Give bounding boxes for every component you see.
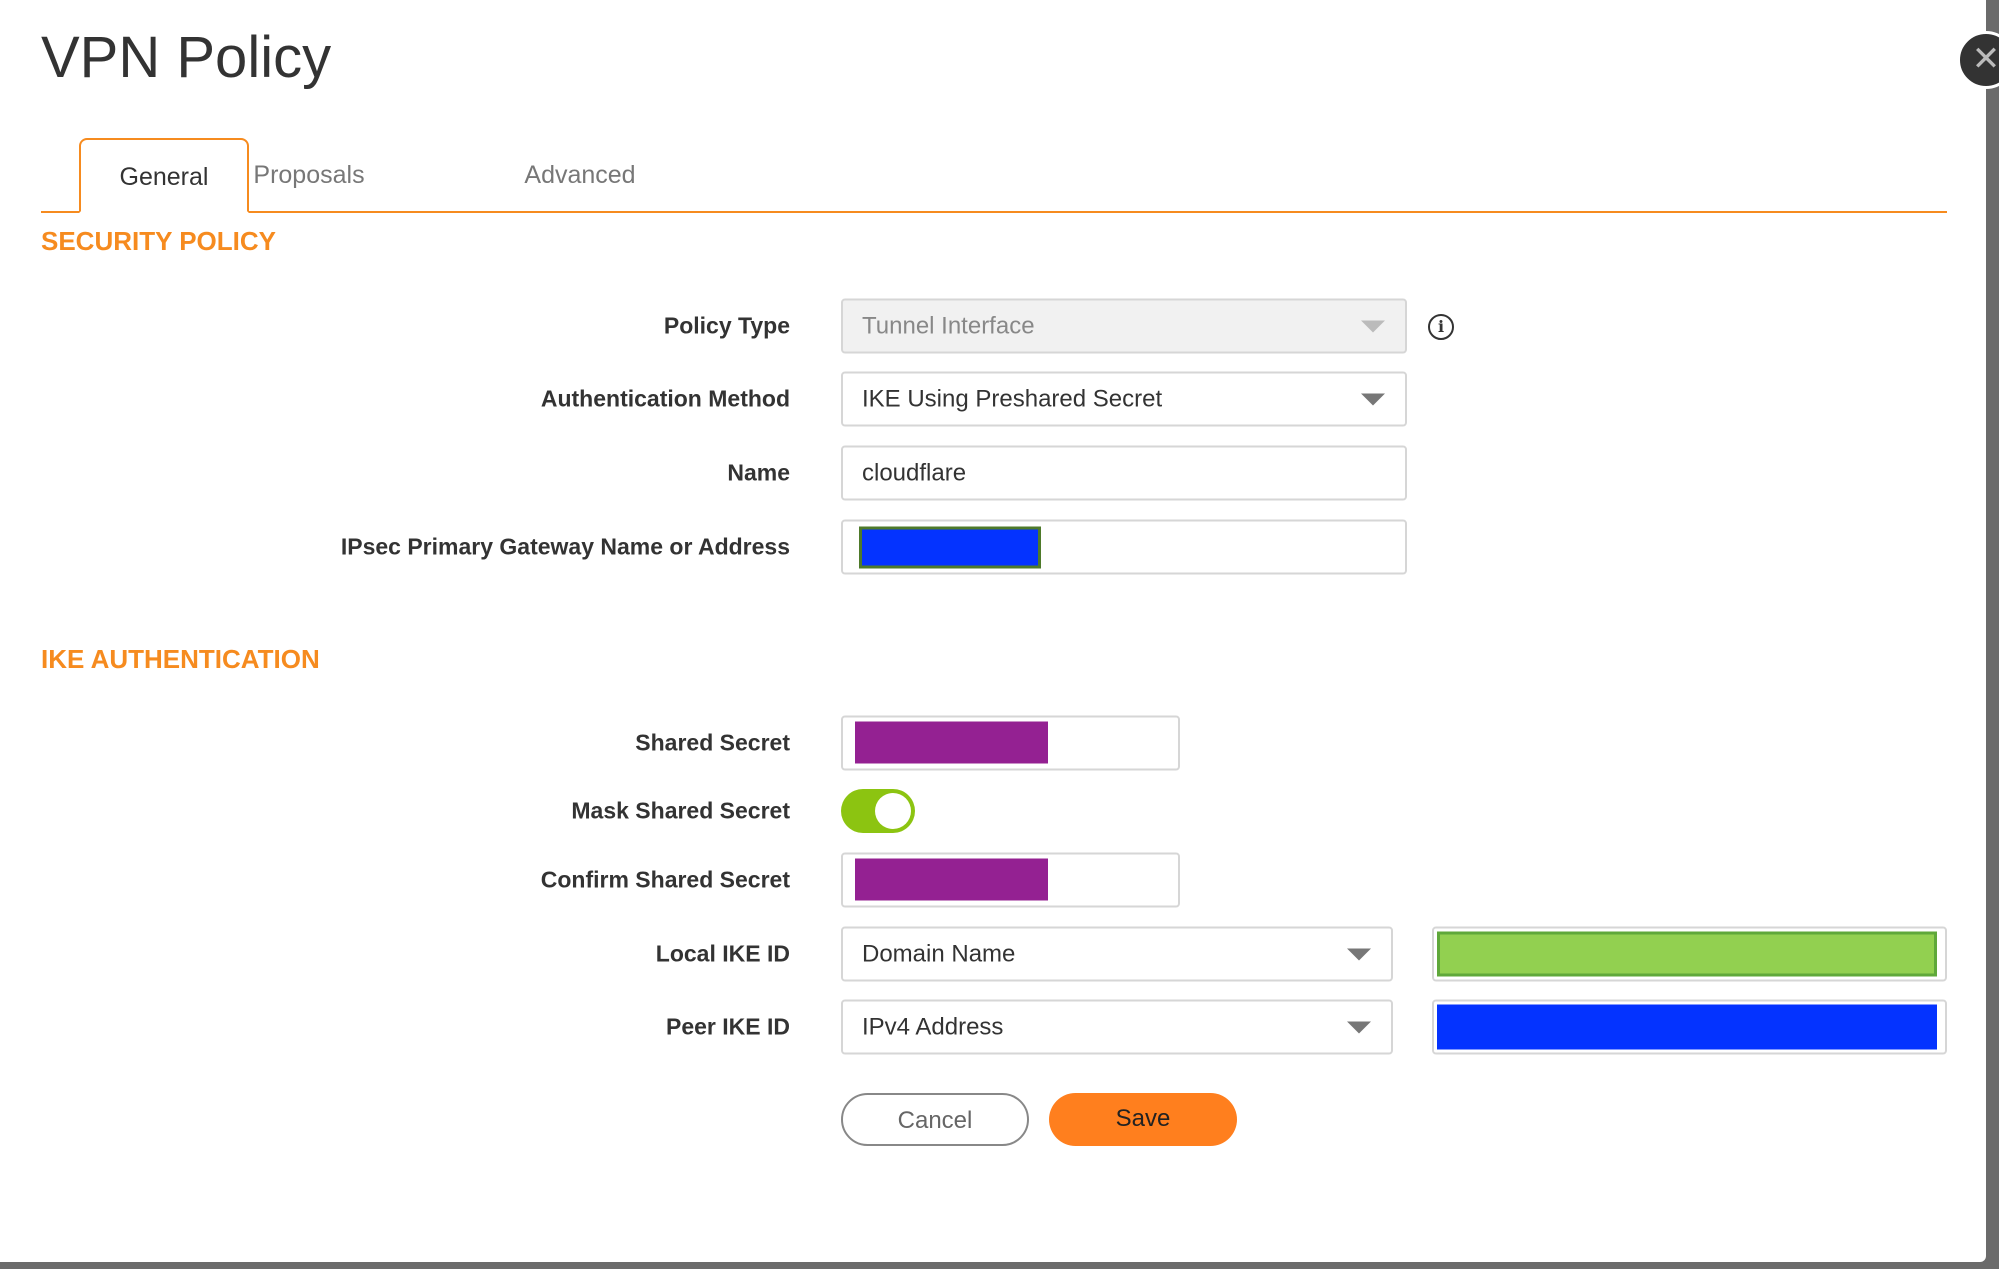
gateway-label: IPsec Primary Gateway Name or Address: [340, 533, 790, 560]
local-ike-id-input[interactable]: [1432, 926, 1947, 982]
name-value: cloudflare: [862, 459, 967, 487]
cancel-button[interactable]: Cancel: [841, 1093, 1029, 1146]
mask-shared-secret-toggle[interactable]: [841, 789, 915, 833]
security-policy-heading: SECURITY POLICY: [41, 226, 277, 256]
peer-ike-id-input[interactable]: [1432, 999, 1947, 1055]
shared-secret-label: Shared Secret: [635, 729, 790, 756]
close-icon[interactable]: ✕: [1957, 31, 1999, 89]
gateway-input[interactable]: [841, 519, 1407, 575]
shared-secret-input[interactable]: [841, 715, 1180, 771]
auth-method-select[interactable]: IKE Using Preshared Secret: [841, 371, 1407, 427]
redacted-confirm-secret: [855, 858, 1048, 901]
dialog-title: VPN Policy: [41, 25, 332, 90]
redacted-peer-ike-id: [1437, 1004, 1937, 1050]
tab-general[interactable]: General: [79, 138, 249, 213]
redacted-shared-secret: [855, 721, 1048, 764]
save-button[interactable]: Save: [1049, 1093, 1237, 1146]
auth-method-label: Authentication Method: [540, 385, 790, 412]
redacted-gateway: [859, 526, 1041, 569]
local-ike-id-value: Domain Name: [862, 940, 1016, 968]
policy-type-value: Tunnel Interface: [862, 312, 1035, 340]
auth-method-value: IKE Using Preshared Secret: [862, 385, 1163, 413]
mask-shared-secret-label: Mask Shared Secret: [571, 797, 790, 824]
ike-authentication-heading: IKE AUTHENTICATION: [41, 644, 320, 674]
confirm-shared-secret-label: Confirm Shared Secret: [540, 866, 790, 893]
policy-type-select[interactable]: Tunnel Interface: [841, 298, 1407, 354]
peer-ike-id-label: Peer IKE ID: [666, 1013, 790, 1040]
name-label: Name: [727, 459, 790, 486]
info-icon[interactable]: i: [1428, 314, 1454, 340]
tab-advanced[interactable]: Advanced: [524, 161, 636, 189]
confirm-shared-secret-input[interactable]: [841, 852, 1180, 908]
name-input[interactable]: cloudflare: [841, 445, 1407, 501]
redacted-local-ike-id: [1437, 931, 1937, 977]
policy-type-label: Policy Type: [663, 312, 790, 339]
peer-ike-id-select[interactable]: IPv4 Address: [841, 999, 1393, 1055]
chevron-down-icon: [1347, 948, 1371, 961]
chevron-down-icon: [1361, 320, 1385, 333]
peer-ike-id-value: IPv4 Address: [862, 1013, 1004, 1041]
local-ike-id-select[interactable]: Domain Name: [841, 926, 1393, 982]
local-ike-id-label: Local IKE ID: [655, 940, 790, 967]
tab-divider: [41, 211, 1947, 213]
chevron-down-icon: [1347, 1021, 1371, 1034]
toggle-knob: [875, 793, 911, 829]
chevron-down-icon: [1361, 393, 1385, 406]
tab-proposals[interactable]: Proposals: [253, 161, 365, 189]
